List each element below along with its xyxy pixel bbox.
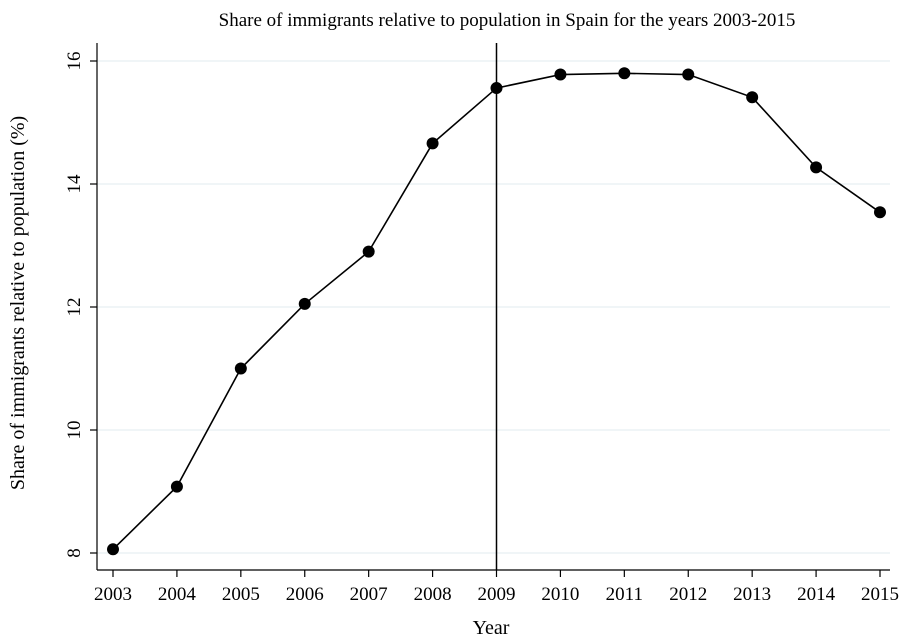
x-tick-label-2013: 2013 — [733, 584, 771, 605]
data-point-2007 — [362, 245, 375, 258]
data-point-2012 — [682, 68, 695, 81]
data-point-2006 — [298, 297, 311, 310]
data-point-2003 — [107, 543, 119, 556]
x-tick-label-2009: 2009 — [478, 584, 516, 605]
x-tick-label-2012: 2012 — [669, 584, 707, 605]
data-point-2004 — [170, 480, 183, 493]
x-tick-label-2006: 2006 — [286, 584, 324, 605]
data-point-2011 — [618, 67, 631, 80]
series-group — [107, 67, 886, 556]
y-tick-labels: 8 10 12 14 16 — [64, 52, 85, 558]
axes — [90, 43, 890, 577]
x-tick-label-2011: 2011 — [606, 584, 643, 605]
data-point-2013 — [746, 91, 759, 104]
y-tick-label-16: 16 — [64, 52, 85, 71]
x-tick-label-2004: 2004 — [158, 584, 197, 605]
y-tick-label-14: 14 — [64, 174, 85, 194]
gridlines — [97, 60, 890, 554]
x-tick-label-2007: 2007 — [350, 584, 388, 605]
x-tick-label-2015: 2015 — [861, 584, 899, 605]
data-point-2015 — [874, 206, 886, 219]
data-point-2008 — [426, 137, 439, 150]
y-tick-label-10: 10 — [64, 421, 85, 440]
x-axis-label: Year — [473, 617, 510, 639]
x-tick-label-2005: 2005 — [222, 584, 260, 605]
x-tick-labels: 2003 2004 2005 2006 2007 2008 2009 2010 2011 2012… — [94, 584, 899, 605]
x-tick-label-2003: 2003 — [94, 584, 132, 605]
data-point-2005 — [234, 362, 247, 375]
y-tick-label-12: 12 — [64, 298, 85, 317]
data-point-2014 — [810, 161, 823, 174]
x-tick-label-2008: 2008 — [414, 584, 452, 605]
y-axis-label: Share of immigrants relative to populati… — [7, 116, 29, 490]
x-tick-label-2014: 2014 — [797, 584, 836, 605]
x-tick-label-2010: 2010 — [541, 584, 579, 605]
data-point-2010 — [554, 68, 567, 81]
data-point-2009 — [490, 82, 503, 95]
y-tick-label-8: 8 — [64, 548, 85, 558]
chart-title: Share of immigrants relative to populati… — [219, 10, 796, 31]
